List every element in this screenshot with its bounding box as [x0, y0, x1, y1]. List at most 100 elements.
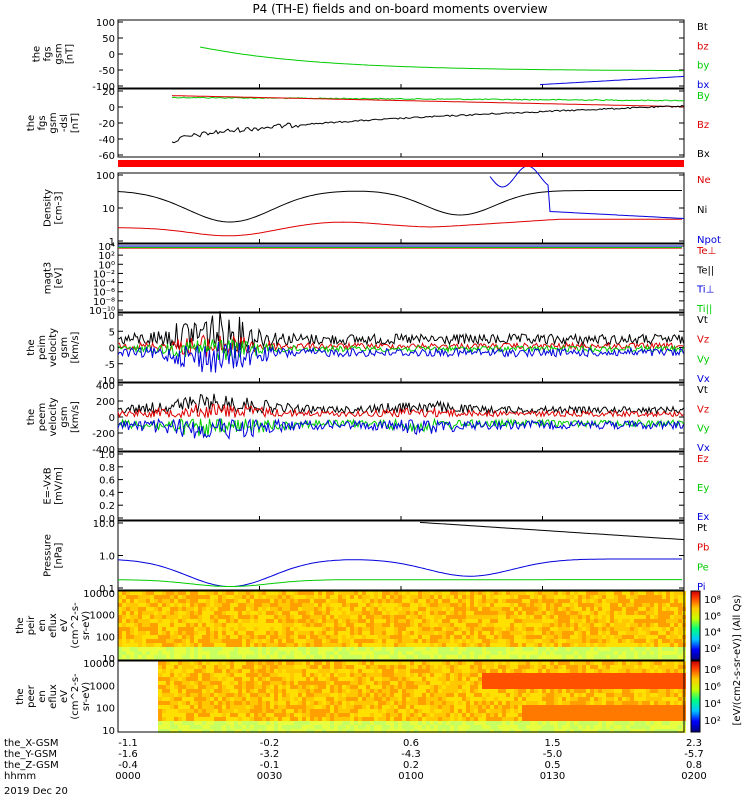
- spectrogram-cell: [318, 635, 322, 639]
- spectrogram-cell: [322, 635, 326, 639]
- spectrogram-cell: [642, 595, 646, 599]
- spectrogram-cell: [406, 681, 410, 685]
- spectrogram-cell: [410, 643, 414, 647]
- spectrogram-cell: [586, 709, 590, 713]
- spectrogram-cell: [486, 677, 490, 681]
- spectrogram-cell: [490, 627, 494, 631]
- spectrogram-cell: [166, 685, 170, 689]
- spectrogram-cell: [546, 611, 550, 615]
- spectrogram-cell: [510, 623, 514, 627]
- spectrogram-cell: [458, 603, 462, 607]
- spectrogram-cell: [554, 693, 558, 697]
- spectrogram-cell: [554, 615, 558, 619]
- spectrogram-cell: [610, 725, 614, 729]
- spectrogram-cell: [498, 639, 502, 643]
- spectrogram-cell: [518, 681, 522, 685]
- spectrogram-cell: [326, 713, 330, 717]
- spectrogram-cell: [354, 677, 358, 681]
- spectrogram-cell: [626, 655, 630, 659]
- spectrogram-cell: [250, 599, 254, 603]
- spectrogram-cell: [614, 607, 618, 611]
- spectrogram-cell: [610, 673, 614, 677]
- spectrogram-cell: [450, 685, 454, 689]
- spectrogram-cell: [278, 725, 282, 729]
- spectrogram-cell: [346, 607, 350, 611]
- spectrogram-cell: [182, 599, 186, 603]
- spectrogram-cell: [410, 705, 414, 709]
- spectrogram-cell: [346, 599, 350, 603]
- bx-curve: [539, 75, 685, 86]
- spectrogram-cell: [474, 651, 478, 655]
- spectrogram-cell: [466, 689, 470, 693]
- spectrogram-cell: [542, 595, 546, 599]
- spectrogram-cell: [442, 651, 446, 655]
- spectrogram-cell: [670, 603, 674, 607]
- spectrogram-cell: [474, 729, 478, 733]
- y-axis-label: [km/s]: [70, 401, 81, 433]
- spectrogram-cell: [134, 615, 138, 619]
- spectrogram-cell: [534, 701, 538, 705]
- spectrogram-cell: [162, 639, 166, 643]
- spectrogram-cell: [278, 729, 282, 733]
- spectrogram-cell: [378, 647, 382, 651]
- spectrogram-cell: [554, 639, 558, 643]
- spectrogram-cell: [438, 603, 442, 607]
- spectrogram-cell: [170, 721, 174, 725]
- spectrogram-cell: [550, 635, 554, 639]
- spectrogram-cell: [218, 655, 222, 659]
- spectrogram-cell: [614, 705, 618, 709]
- spectrogram-cell: [254, 685, 258, 689]
- spectrogram-cell: [658, 655, 662, 659]
- spectrogram-cell: [250, 615, 254, 619]
- spectrogram-cell: [190, 709, 194, 713]
- spectrogram-cell: [678, 647, 682, 651]
- spectrogram-cell: [362, 595, 366, 599]
- spectrogram-cell: [478, 647, 482, 651]
- spectrogram-cell: [230, 705, 234, 709]
- spectrogram-cell: [406, 685, 410, 689]
- spectrogram-cell: [318, 673, 322, 677]
- spectrogram-cell: [498, 709, 502, 713]
- spectrogram-cell: [190, 595, 194, 599]
- spectrogram-cell: [642, 627, 646, 631]
- spectrogram-cell: [442, 599, 446, 603]
- spectrogram-cell: [266, 685, 270, 689]
- spectrogram-cell: [302, 693, 306, 697]
- spectrogram-cell: [382, 721, 386, 725]
- spectrogram-cell: [278, 665, 282, 669]
- spectrogram-cell: [486, 673, 490, 677]
- spectrogram-cell: [150, 607, 154, 611]
- spectrogram-cell: [218, 709, 222, 713]
- spectrogram-cell: [474, 665, 478, 669]
- spectrogram-cell: [278, 693, 282, 697]
- spectrogram-cell: [402, 665, 406, 669]
- spectrogram-cell: [370, 623, 374, 627]
- spectrogram-cell: [518, 689, 522, 693]
- spectrogram-cell: [414, 713, 418, 717]
- spectrogram-cell: [402, 685, 406, 689]
- spectrogram-cell: [166, 709, 170, 713]
- y-axis-label: [eV]: [54, 268, 65, 289]
- spectrogram-cell: [630, 689, 634, 693]
- spectrogram-cell: [606, 717, 610, 721]
- spectrogram-cell: [578, 713, 582, 717]
- spectrogram-cell: [646, 595, 650, 599]
- spectrogram-cell: [494, 611, 498, 615]
- spectrogram-cell: [246, 639, 250, 643]
- spectrogram-cell: [594, 681, 598, 685]
- spectrogram-cell: [478, 681, 482, 685]
- spectrogram-cell: [594, 623, 598, 627]
- spectrogram-cell: [262, 643, 266, 647]
- spectrogram-cell: [222, 677, 226, 681]
- spectrogram-cell: [330, 599, 334, 603]
- spectrogram-cell: [406, 655, 410, 659]
- spectrogram-cell: [550, 673, 554, 677]
- spectrogram-cell: [394, 631, 398, 635]
- spectrogram-cell: [234, 697, 238, 701]
- spectrogram-cell: [618, 603, 622, 607]
- spectrogram-cell: [442, 607, 446, 611]
- spectrogram-cell: [390, 631, 394, 635]
- spectrogram-cell: [302, 631, 306, 635]
- spectrogram-cell: [350, 665, 354, 669]
- spectrogram-cell: [638, 655, 642, 659]
